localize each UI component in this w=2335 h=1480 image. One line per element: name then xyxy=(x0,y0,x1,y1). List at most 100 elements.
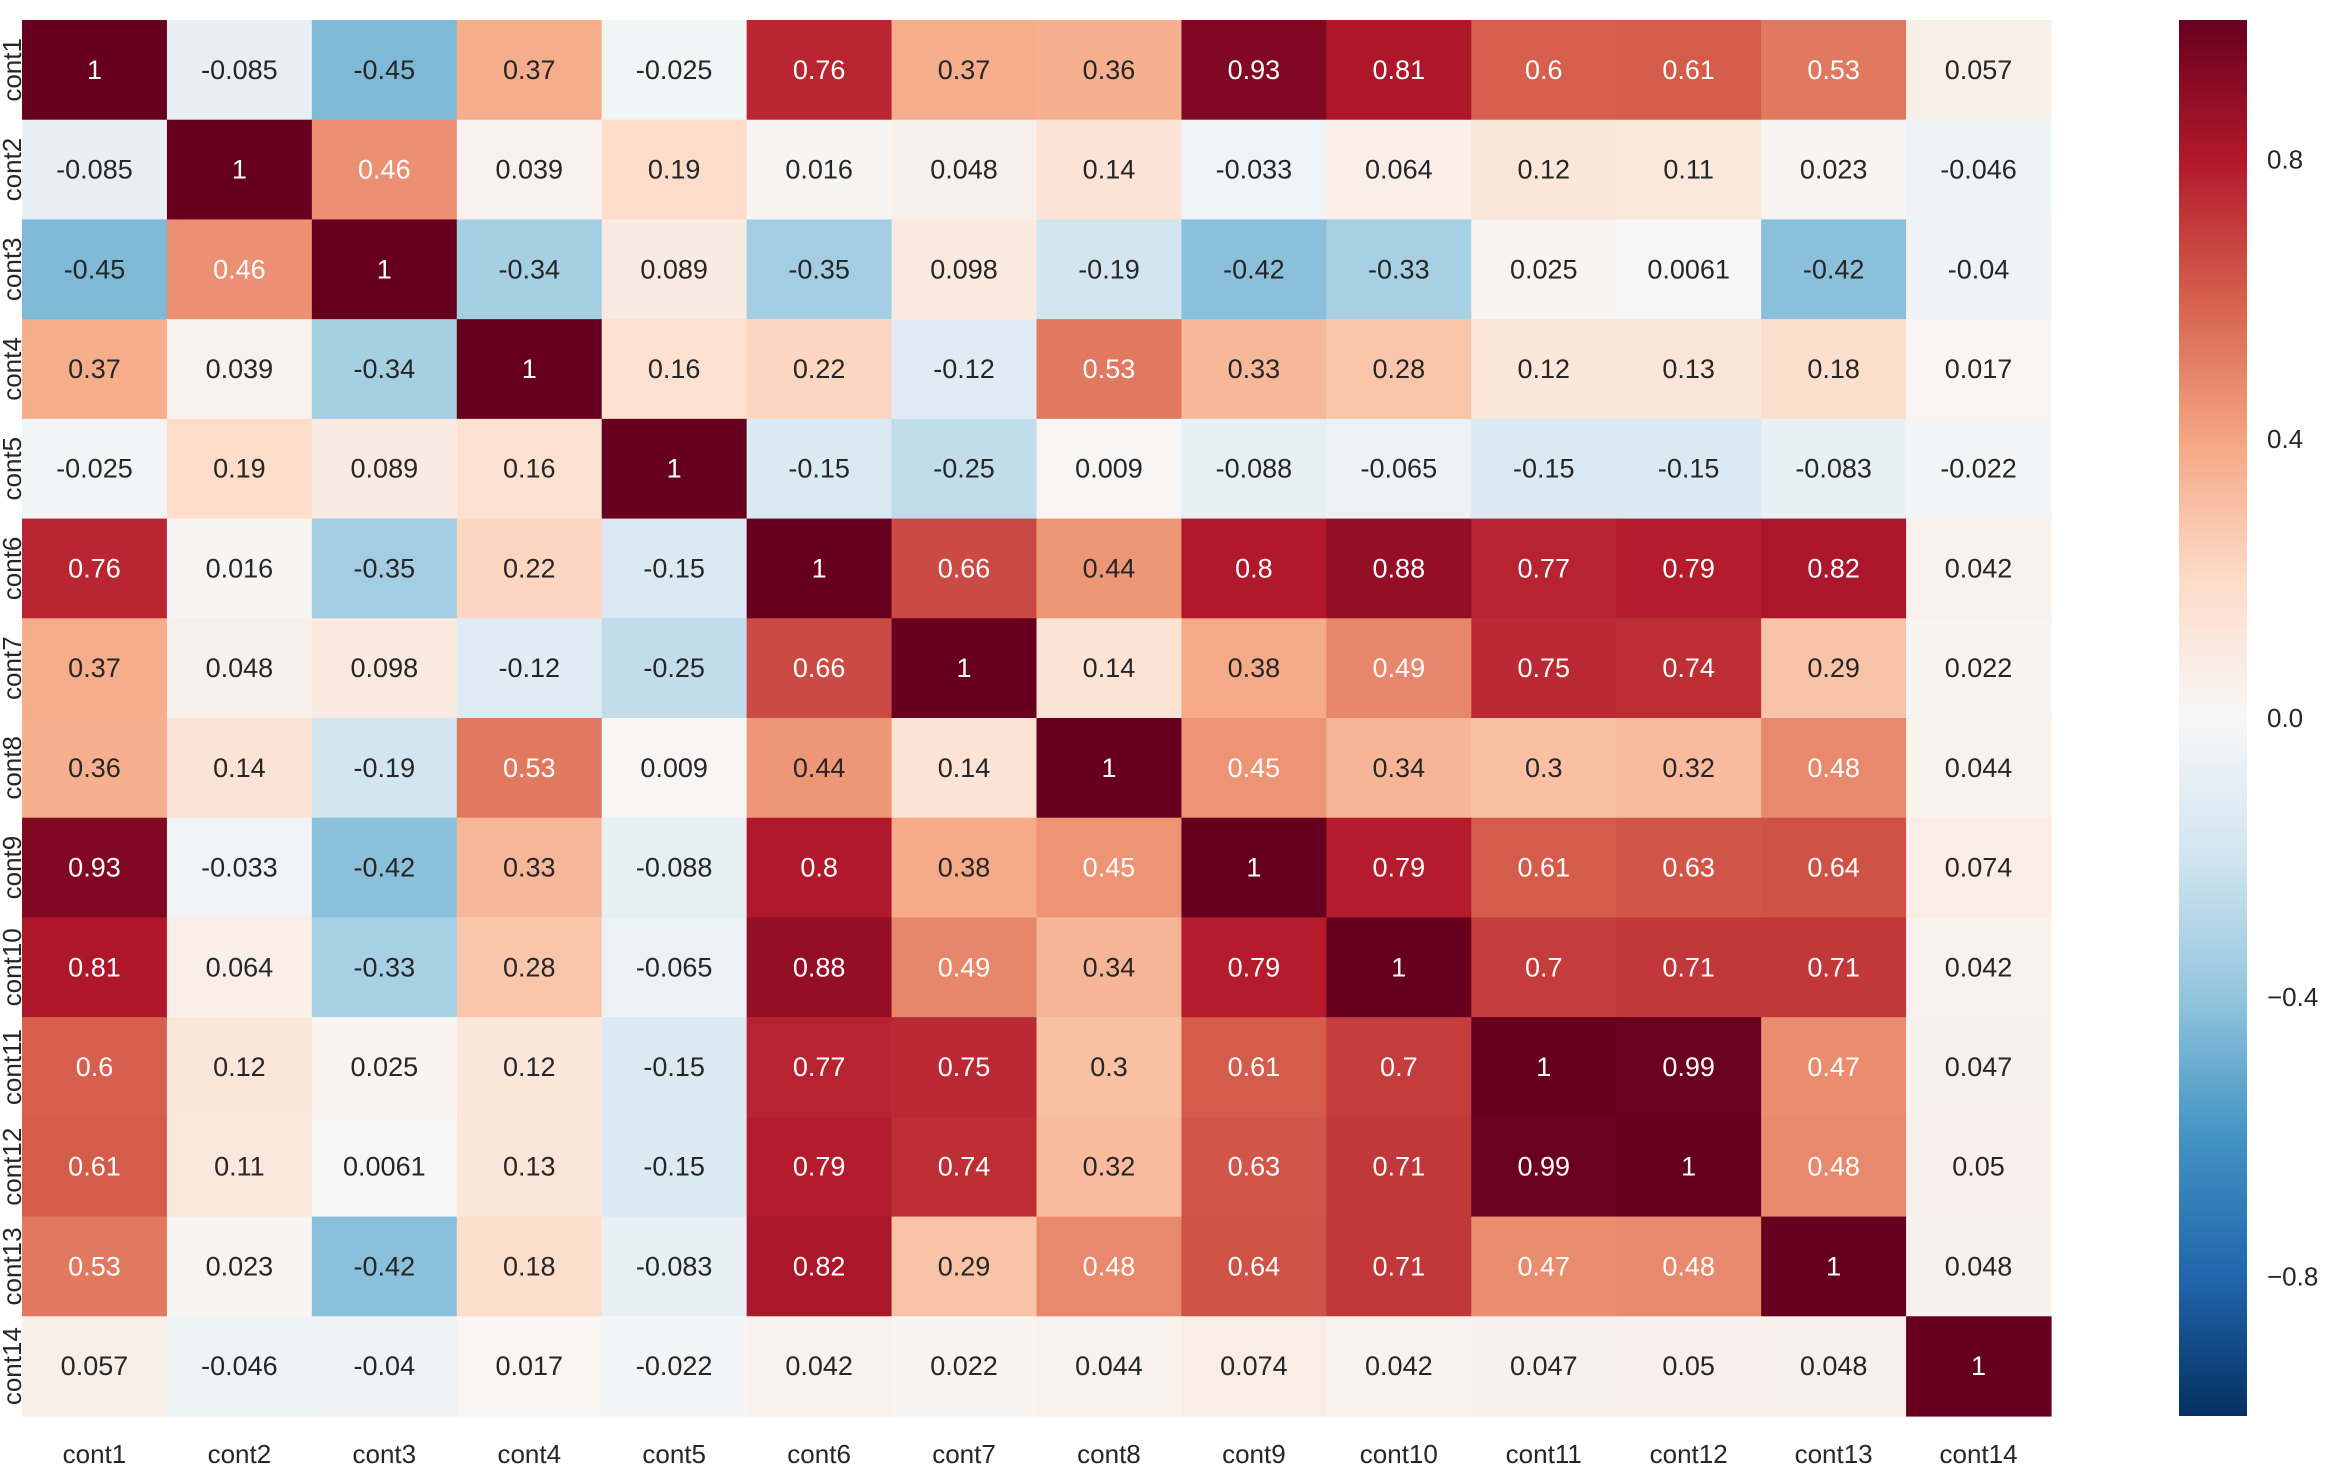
cell-value-label: 0.16 xyxy=(503,454,556,484)
cell-value-label: 0.75 xyxy=(938,1052,991,1082)
heatmap-cell xyxy=(1326,319,1472,420)
cell-value-label: 0.28 xyxy=(1373,354,1426,384)
cell-value-label: 0.36 xyxy=(68,753,121,783)
cell-value-label: 0.88 xyxy=(793,952,846,982)
heatmap-cell xyxy=(601,119,748,221)
cell-value-label: -0.35 xyxy=(354,553,416,583)
heatmap-cell xyxy=(1326,817,1472,919)
heatmap-cell xyxy=(456,219,603,320)
cell-value-label: -0.085 xyxy=(56,155,133,185)
heatmap-cell xyxy=(1326,119,1472,221)
y-tick-labels: cont1 cont2 cont3 cont4 cont5 cont6 cont7 cont8… xyxy=(0,38,27,1405)
heatmap-cell xyxy=(1471,319,1617,420)
cell-value-label: 1 xyxy=(1971,1351,1986,1381)
cell-value-label: 0.18 xyxy=(1807,354,1860,384)
cell-value-label: 0.048 xyxy=(930,155,998,185)
cell-value-label: 0.039 xyxy=(495,155,563,185)
cell-value-label: 0.016 xyxy=(206,553,274,583)
cell-value-label: 0.71 xyxy=(1662,952,1715,982)
heatmap-cell xyxy=(746,1017,893,1118)
cell-value-label: 0.025 xyxy=(1510,254,1578,284)
heatmap-cell xyxy=(891,20,1038,121)
cell-value-label: 0.14 xyxy=(1083,155,1136,185)
cell-value-label: 0.45 xyxy=(1228,753,1281,783)
heatmap-cell xyxy=(891,219,1038,320)
cell-value-label: 0.34 xyxy=(1083,952,1136,982)
heatmap-cell xyxy=(1906,1116,2052,1218)
cell-value-label: 0.047 xyxy=(1510,1351,1578,1381)
cell-value-label: 0.017 xyxy=(1945,354,2013,384)
heatmap-cell xyxy=(601,618,748,719)
heatmap-cell xyxy=(1326,718,1472,819)
cell-value-label: 0.33 xyxy=(503,853,556,883)
cell-value-label: -0.34 xyxy=(498,254,560,284)
cell-value-label: -0.15 xyxy=(643,1052,705,1082)
cell-value-label: 0.61 xyxy=(1228,1052,1281,1082)
heatmap-cell xyxy=(456,917,603,1018)
heatmap-cell xyxy=(22,418,168,520)
heatmap-cell xyxy=(311,1316,458,1417)
heatmap-cell xyxy=(1906,119,2052,221)
heatmap-cell xyxy=(891,319,1038,420)
heatmap-cell xyxy=(1471,518,1617,619)
heatmap-cell xyxy=(746,518,893,619)
heatmap-cell xyxy=(1181,1216,1327,1317)
heatmap-cell xyxy=(1906,319,2052,420)
cell-value-label: 0.098 xyxy=(930,254,998,284)
heatmap-cell xyxy=(456,119,603,221)
cell-value-label: 0.05 xyxy=(1662,1351,1715,1381)
heatmap-cell xyxy=(1326,618,1472,719)
heatmap-cell xyxy=(1326,20,1472,121)
cell-value-label: 0.039 xyxy=(206,354,274,384)
cell-value-label: 0.75 xyxy=(1517,653,1570,683)
heatmap-cell xyxy=(1616,119,1762,221)
cell-value-label: -0.088 xyxy=(1216,454,1293,484)
heatmap-cell xyxy=(601,518,748,619)
cell-value-label: 0.77 xyxy=(793,1052,846,1082)
cell-value-label: 0.99 xyxy=(1517,1152,1570,1182)
heatmap-cell xyxy=(1181,718,1327,819)
cell-value-label: 0.05 xyxy=(1952,1152,2005,1182)
cell-value-label: -0.085 xyxy=(201,55,278,85)
cell-value-label: 0.61 xyxy=(68,1152,121,1182)
heatmap-cell xyxy=(22,1017,168,1118)
heatmap-cell xyxy=(1181,817,1327,919)
cell-value-label: 0.16 xyxy=(648,354,701,384)
cell-value-label: 0.042 xyxy=(1945,553,2013,583)
heatmap-cell xyxy=(1761,219,1907,320)
heatmap-cell xyxy=(891,1116,1038,1218)
cell-value-label: 0.79 xyxy=(793,1152,846,1182)
heatmap-cell xyxy=(22,618,168,719)
cell-value-label: -0.04 xyxy=(1948,254,2010,284)
cell-value-label: 0.46 xyxy=(358,155,411,185)
y-tick-label: cont3 xyxy=(0,237,27,301)
heatmap-cell xyxy=(1036,1216,1183,1317)
cell-value-label: -0.45 xyxy=(64,254,126,284)
cell-value-label: -0.19 xyxy=(1078,254,1140,284)
heatmap-cell xyxy=(1906,20,2052,121)
heatmap-cells xyxy=(22,20,2052,1417)
y-tick-label: cont7 xyxy=(0,636,27,700)
cell-value-label: 0.074 xyxy=(1945,853,2013,883)
cell-value-label: 0.53 xyxy=(68,1251,121,1281)
cell-value-label: -0.25 xyxy=(933,454,995,484)
heatmap-cell xyxy=(746,319,893,420)
heatmap-cell xyxy=(1181,1116,1327,1218)
cell-value-label: -0.19 xyxy=(354,753,416,783)
heatmap-cell xyxy=(1761,718,1907,819)
heatmap-cell xyxy=(1036,917,1183,1018)
heatmap-cell xyxy=(311,319,458,420)
heatmap-cell xyxy=(1761,1017,1907,1118)
cell-value-label: 0.0061 xyxy=(1647,254,1730,284)
heatmap-cell xyxy=(746,917,893,1018)
cell-value-label: 0.042 xyxy=(1945,952,2013,982)
cell-value-label: 0.044 xyxy=(1945,753,2013,783)
heatmap-cell xyxy=(1181,917,1327,1018)
cell-value-label: 0.66 xyxy=(793,653,846,683)
heatmap-cell xyxy=(456,718,603,819)
heatmap-cell xyxy=(22,718,168,819)
heatmap-cell xyxy=(1326,1316,1472,1417)
heatmap-cell xyxy=(22,817,168,919)
heatmap-cell xyxy=(1906,1316,2052,1417)
